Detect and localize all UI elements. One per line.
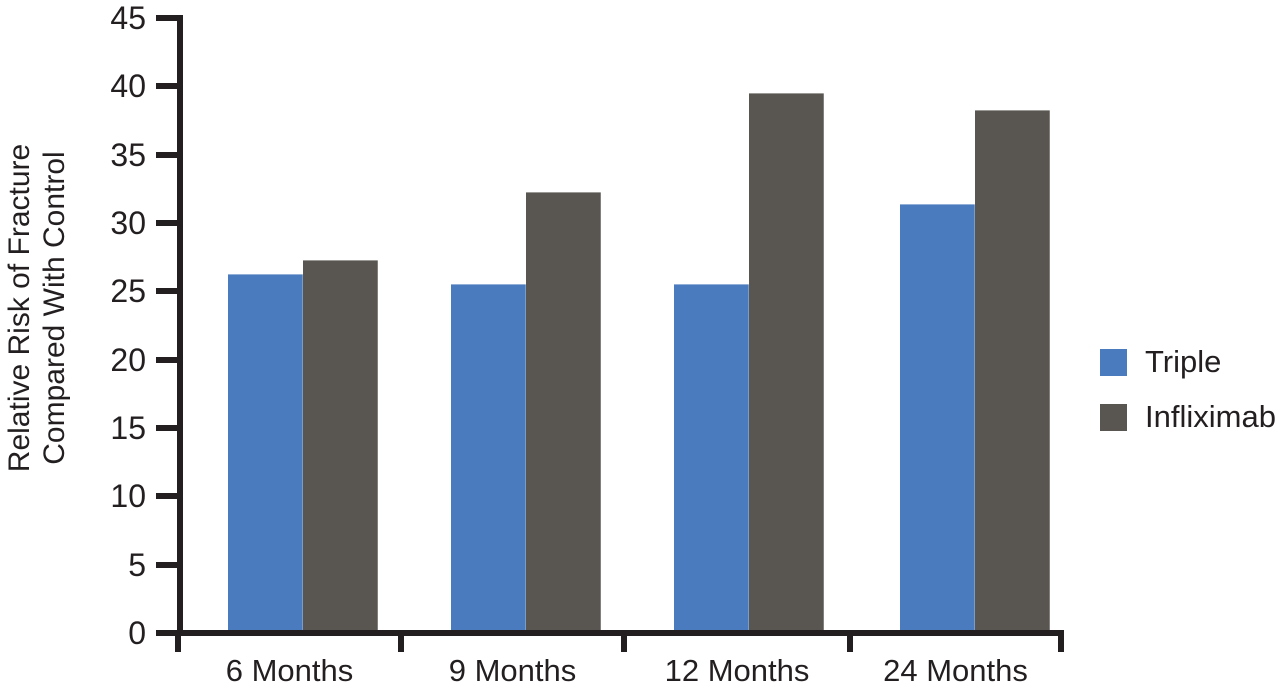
- legend-label-triple: Triple: [1145, 344, 1222, 379]
- y-axis-tick-label-25: 25: [110, 273, 146, 310]
- y-axis-tick-label-15: 15: [110, 409, 146, 446]
- y-axis-tick-10: [156, 493, 183, 500]
- y-axis-line: [177, 15, 183, 636]
- y-axis-tick-label-45: 45: [110, 0, 146, 36]
- bar-triple-9-months: [451, 284, 526, 630]
- x-axis-line: [177, 630, 1064, 636]
- x-axis-tick-2: [621, 630, 627, 652]
- y-axis-tick-20: [156, 356, 183, 363]
- bar-infliximab-12-months: [749, 93, 824, 630]
- y-axis-tick-0: [156, 630, 183, 636]
- bar-triple-24-months: [900, 204, 975, 630]
- y-axis-tick-label-30: 30: [110, 204, 146, 241]
- legend-swatch-infliximab: [1100, 403, 1127, 431]
- y-axis-tick-25: [156, 288, 183, 295]
- x-category-label-3: 24 Months: [883, 653, 1028, 688]
- y-axis-title: Relative Risk of Fracture Compared With …: [2, 144, 72, 472]
- y-axis-title-line-1: Relative Risk of Fracture: [3, 143, 36, 473]
- y-axis-tick-40: [156, 83, 183, 90]
- y-axis-tick-5: [156, 561, 183, 568]
- y-axis-tick-45: [156, 14, 183, 21]
- x-axis-tick-4: [1058, 630, 1064, 652]
- y-axis-tick-label-35: 35: [110, 136, 146, 173]
- x-axis-tick-3: [847, 630, 853, 652]
- y-axis-tick-label-20: 20: [110, 341, 146, 378]
- legend-row-infliximab: Infliximab: [1100, 398, 1276, 436]
- x-category-label-2: 12 Months: [664, 653, 810, 688]
- bar-infliximab-24-months: [975, 110, 1050, 630]
- y-axis-tick-label-0: 0: [128, 615, 146, 651]
- x-axis-tick-1: [398, 630, 404, 652]
- chart-legend: Triple Infliximab: [1100, 343, 1276, 436]
- y-axis-tick-15: [156, 424, 183, 431]
- y-axis-tick-label-40: 40: [110, 68, 146, 105]
- y-axis-tick-label-10: 10: [110, 478, 146, 515]
- y-axis-title-line-2: Compared With Control: [38, 151, 71, 465]
- y-axis-tick-label-5: 5: [128, 546, 146, 583]
- bar-triple-6-months: [228, 274, 303, 630]
- legend-swatch-triple: [1100, 348, 1127, 376]
- x-axis-tick-0: [175, 630, 181, 652]
- legend-row-triple: Triple: [1100, 343, 1276, 381]
- legend-label-infliximab: Infliximab: [1145, 399, 1276, 434]
- bar-triple-12-months: [674, 284, 749, 630]
- x-category-label-0: 6 Months: [225, 653, 354, 688]
- y-axis-tick-30: [156, 219, 183, 226]
- bar-infliximab-6-months: [303, 260, 378, 630]
- bar-infliximab-9-months: [526, 192, 601, 630]
- x-category-label-1: 9 Months: [448, 653, 577, 688]
- y-axis-tick-35: [156, 151, 183, 158]
